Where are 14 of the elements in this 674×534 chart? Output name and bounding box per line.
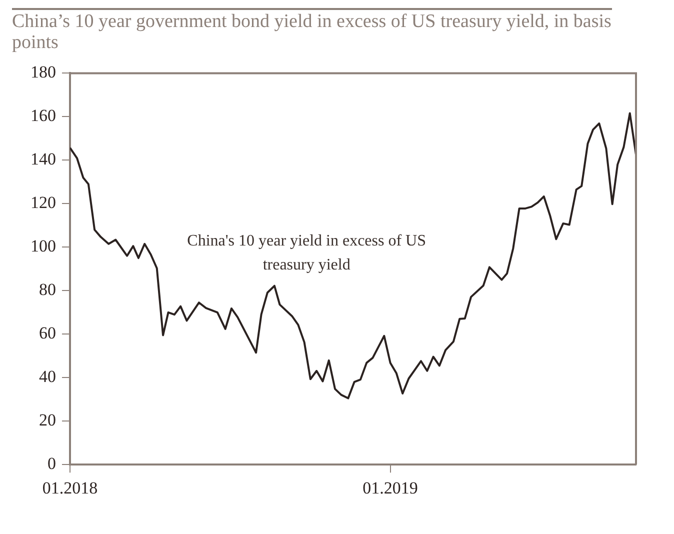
y-tick-label: 40 (39, 367, 56, 386)
y-tick-label: 80 (39, 280, 56, 300)
x-tick-label: 01.2018 (42, 478, 98, 498)
annotation: China's 10 year yield in excess of US treasury yield (187, 232, 426, 274)
x-tick-label: 01.2019 (362, 478, 418, 498)
y-tick-label: 100 (30, 236, 56, 256)
y-tick-label: 60 (39, 324, 56, 343)
chart-title: China’s 10 year government bond yield in excess of US treasury yield, in basis points (12, 8, 612, 53)
y-tick-label: 0 (48, 454, 56, 474)
y-tick-label: 20 (39, 410, 56, 430)
y-tick-label: 180 (30, 62, 56, 82)
y-tick-label: 120 (30, 193, 56, 212)
y-tick-label: 160 (30, 106, 56, 126)
y-tick-label: 140 (30, 150, 56, 169)
